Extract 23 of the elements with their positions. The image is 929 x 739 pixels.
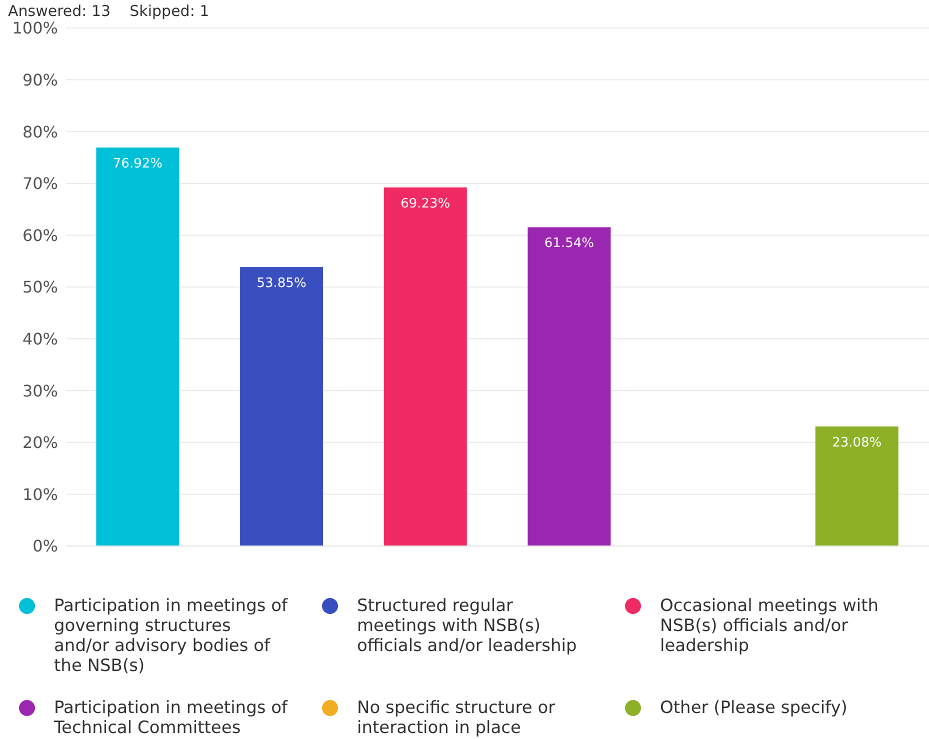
y-tick-label: 40%	[22, 329, 58, 348]
legend-label: Other (Please specify)	[660, 698, 848, 718]
legend-label: No specific structure or interaction in place	[357, 698, 556, 738]
y-tick-label: 0%	[32, 536, 58, 556]
data-label: 61.54%	[544, 236, 594, 252]
y-tick-label: 70%	[22, 174, 58, 194]
y-tick-label: 50%	[22, 278, 58, 297]
y-tick-label: 80%	[22, 122, 58, 142]
data-label: 53.85%	[256, 276, 306, 292]
y-tick-label: 60%	[22, 226, 58, 245]
legend-label: Participation in meetings of governing structures and/or advisory bodies of the NSB(s)	[54, 596, 289, 676]
data-label: 76.92%	[112, 156, 162, 172]
y-tick-label: 90%	[22, 70, 58, 90]
y-tick-label: 30%	[22, 381, 58, 400]
legend-label: Structured regular meetings with NSB(s) officials and/or leadership	[357, 596, 578, 656]
y-tick-label: 100%	[12, 18, 58, 38]
data-label: 23.08%	[832, 435, 882, 450]
y-tick-label: 20%	[22, 433, 58, 452]
legend-label: Occasional meetings with NSB(s) officials and/or leadership	[660, 596, 880, 656]
legend-label: Participation in meetings of Technical Committees	[54, 698, 289, 738]
data-label: 69.23%	[400, 196, 450, 212]
text: Answered: 13 Skipped: 1	[8, 2, 210, 20]
y-tick-label: 10%	[22, 484, 58, 504]
